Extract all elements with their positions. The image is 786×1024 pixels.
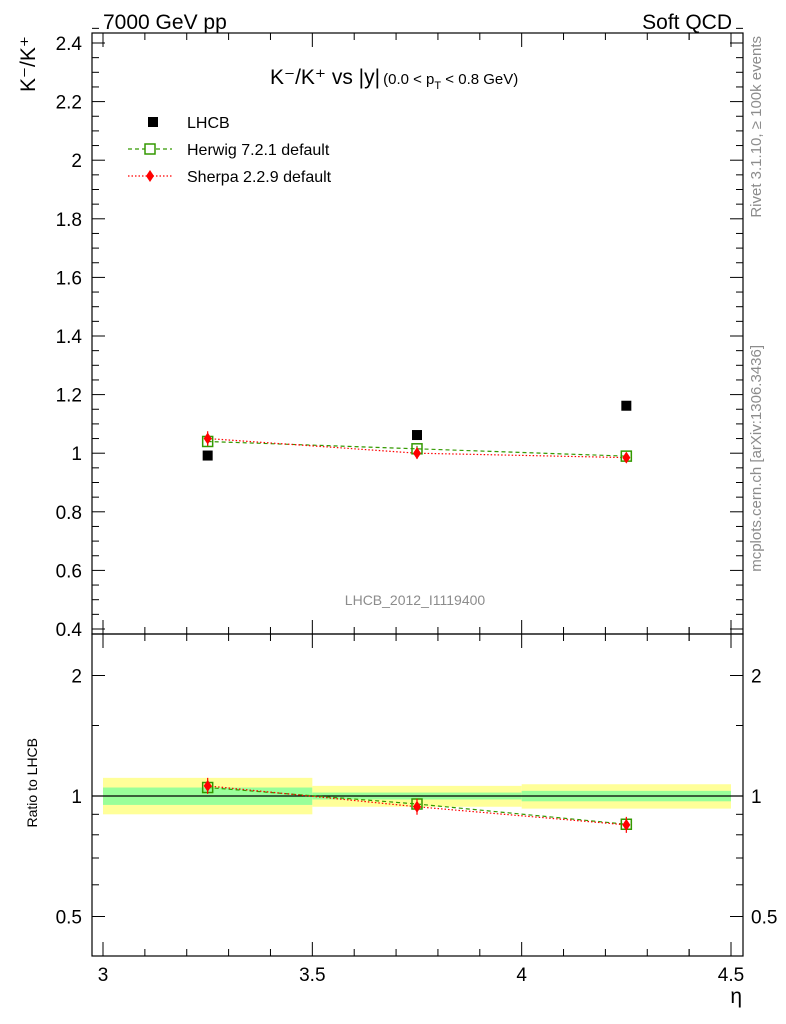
x-axis-label: η: [730, 985, 742, 1008]
ratio-sherpa-point: [622, 818, 631, 831]
ratio-y-tick-label: 1: [71, 787, 82, 808]
analysis-watermark: LHCB_2012_I1119400: [345, 592, 486, 608]
sherpa-point: [203, 432, 212, 445]
plot-title-main: K⁻/K⁺ vs |y|: [270, 66, 380, 89]
lhcb-point: [202, 450, 213, 461]
y-tick-label: 1.2: [56, 386, 82, 407]
y-tick-label: 0.4: [56, 620, 83, 641]
lhcb-point: [412, 430, 422, 441]
legend-label-sherpa: Sherpa 2.2.9 default: [187, 169, 332, 186]
x-tick-label: 3.5: [299, 965, 325, 986]
axes-ticks: 0.4 0.6 0.8 1 1.2 1.4 1.6 1.8 2 2.2 2.4 3 3.5 4 4.5 0.5…: [56, 27, 777, 986]
legend-label-herwig: Herwig 7.2.1 default: [187, 142, 330, 159]
ratio-herwig-line: [207, 786, 627, 825]
legend-label-lhcb: LHCB: [187, 115, 230, 132]
x-tick-label: 3: [98, 965, 109, 986]
y-tick-label: 1.4: [56, 327, 83, 348]
y-tick-label: 2.2: [56, 93, 82, 114]
ratio-y-tick-label: 0.5: [56, 908, 82, 929]
sherpa-point: [413, 447, 421, 460]
ratio-series: [201, 777, 633, 833]
y-tick-label: 0.6: [56, 561, 82, 582]
ratio-panel-frame: [91, 633, 744, 957]
legend-marker-herwig: [144, 143, 156, 155]
plot-title-cut-tail: < 0.8 GeV): [441, 71, 518, 88]
y-tick-label: 1: [71, 444, 82, 465]
rivet-label: Rivet 3.1.10, ≥ 100k events: [748, 36, 765, 218]
y-axis-label: K⁻/K⁺: [17, 36, 40, 92]
y-tick-label: 0.8: [56, 503, 82, 524]
x-tick-label: 4: [516, 965, 527, 986]
plot-title-cut-sub: T: [434, 80, 441, 92]
y-tick-label: 2.4: [56, 34, 83, 55]
y-tick-label: 1.6: [56, 268, 82, 289]
ratio-y-tick-label: 2: [71, 667, 82, 688]
ratio-y-tick-label-right: 1: [751, 787, 762, 808]
ratio-sherpa-point: [413, 800, 421, 813]
ratio-sherpa-point: [203, 779, 212, 792]
mcplots-label: mcplots.cern.ch [arXiv:1306.3436]: [748, 345, 765, 572]
main-series: [201, 400, 633, 464]
legend-marker-lhcb: [148, 117, 158, 127]
y-tick-label: 2: [71, 151, 82, 172]
header-left: 7000 GeV pp: [103, 11, 227, 34]
ratio-y-tick-label-right: 2: [751, 667, 762, 688]
sherpa-point: [622, 451, 631, 464]
y-tick-label: 1.8: [56, 210, 82, 231]
ratio-y-axis-label: Ratio to LHCB: [24, 738, 40, 827]
header-right: Soft QCD: [642, 11, 732, 34]
plot-title: K⁻/K⁺ vs |y| (0.0 < pT < 0.8 GeV): [270, 66, 518, 92]
x-tick-label: 4.5: [718, 965, 744, 986]
plot-title-cut: (0.0 < p: [383, 71, 434, 88]
legend: LHCB Herwig 7.2.1 default Sherpa 2.2.9 d…: [128, 115, 332, 186]
legend-marker-sherpa: [146, 170, 154, 182]
ratio-y-tick-label-right: 0.5: [751, 908, 777, 929]
lhcb-point: [621, 400, 632, 411]
